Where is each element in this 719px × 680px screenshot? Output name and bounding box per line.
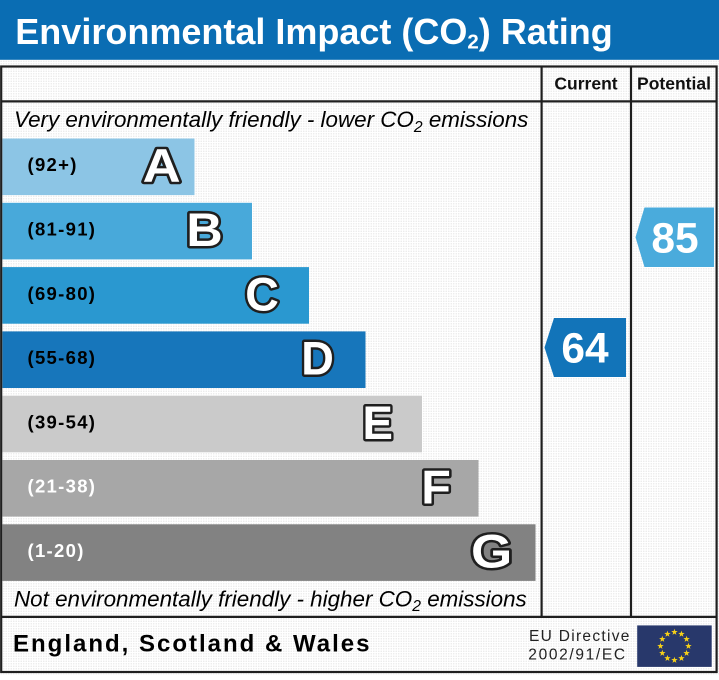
svg-text:85: 85 <box>651 215 698 262</box>
svg-text:(55-68): (55-68) <box>28 347 97 368</box>
svg-text:EU Directive: EU Directive <box>529 628 631 645</box>
svg-text:(1-20): (1-20) <box>28 540 85 561</box>
svg-text:Current: Current <box>554 73 617 93</box>
svg-text:D: D <box>301 332 334 385</box>
svg-text:E: E <box>362 396 392 449</box>
svg-text:England, Scotland & Wales: England, Scotland & Wales <box>13 631 371 658</box>
svg-text:2002/91/EC: 2002/91/EC <box>528 647 626 664</box>
svg-text:64: 64 <box>561 326 609 373</box>
svg-text:(92+): (92+) <box>28 154 78 175</box>
svg-text:F: F <box>421 462 451 514</box>
svg-text:(21-38): (21-38) <box>28 476 97 497</box>
svg-text:Very environmentally friendly: Very environmentally friendly - lower CO… <box>14 107 528 136</box>
svg-text:A: A <box>143 139 181 192</box>
svg-text:(81-91): (81-91) <box>28 219 97 240</box>
svg-text:Environmental Impact (CO2) Rat: Environmental Impact (CO2) Rating <box>15 11 612 54</box>
svg-text:G: G <box>471 525 512 577</box>
svg-text:C: C <box>245 268 279 320</box>
svg-text:(39-54): (39-54) <box>28 411 97 432</box>
svg-text:Potential: Potential <box>637 73 711 93</box>
svg-text:Not environmentally friendly -: Not environmentally friendly - higher CO… <box>14 586 527 615</box>
svg-text:(69-80): (69-80) <box>28 283 97 304</box>
svg-text:B: B <box>186 205 222 257</box>
